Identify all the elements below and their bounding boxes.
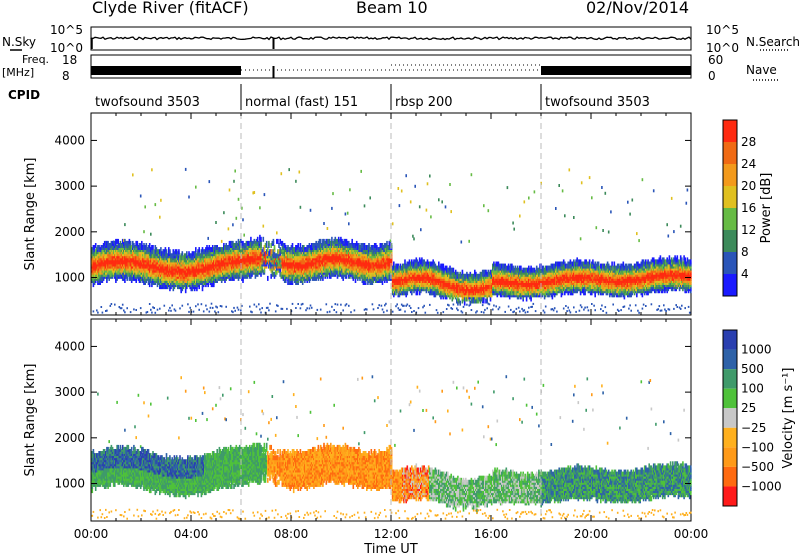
- range-gate-cell: [160, 199, 162, 202]
- range-gate-cell: [201, 303, 203, 305]
- range-gate-cell: [215, 221, 217, 224]
- range-gate-cell: [155, 312, 157, 314]
- range-gate-cell: [126, 307, 128, 309]
- range-gate-cell: [218, 311, 220, 313]
- range-gate-cell: [121, 307, 123, 309]
- freq-band-twofsound-2: [541, 66, 691, 75]
- noise-left-tick-top: 10^5: [50, 23, 83, 37]
- range-gate-cell: [110, 305, 112, 307]
- range-gate-cell: [189, 307, 191, 309]
- range-gate-cell: [171, 304, 173, 306]
- range-gate-cell: [140, 195, 142, 198]
- range-gate-cell: [150, 309, 152, 311]
- range-gate-cell: [101, 306, 103, 308]
- range-gate-cell: [151, 168, 153, 171]
- freq-left-tick-bottom: 8: [62, 69, 70, 83]
- noise-frequency-cpid-strip: N.Sky N.Search10^510^010^510^0Freq.[MHz] N…: [2, 23, 800, 110]
- range-gate-cell: [209, 311, 211, 313]
- freq-left-label-1: Freq.: [22, 53, 49, 66]
- range-gate-cell: [106, 310, 108, 312]
- cpid-segment-label: twofsound 3503: [95, 95, 200, 110]
- range-gate-cell: [159, 216, 161, 219]
- range-gate-cell: [93, 310, 95, 312]
- range-gate-cell: [214, 311, 216, 313]
- power-panel: 1000200030004000Slant Range [km]: [23, 113, 692, 315]
- range-gate-cell: [153, 307, 155, 309]
- range-gate-cell: [102, 312, 104, 314]
- range-gate-cell: [132, 173, 134, 176]
- range-gate-cell: [122, 304, 124, 306]
- range-gate-cell: [169, 307, 171, 309]
- range-gate-cell: [133, 308, 135, 310]
- range-gate-cell: [207, 237, 209, 240]
- range-gate-cell: [188, 311, 190, 313]
- range-gate-cell: [135, 309, 137, 311]
- range-gate-cell: [195, 186, 197, 189]
- range-gate-cell: [114, 304, 116, 306]
- range-gate-cell: [170, 310, 172, 312]
- range-gate-cell: [206, 308, 208, 310]
- freq-left-tick-top: 18: [62, 53, 77, 67]
- freq-band-twofsound-1: [91, 66, 241, 75]
- range-gate-cell: [155, 203, 157, 206]
- range-gate-cell: [96, 309, 98, 311]
- range-gate-cell: [210, 307, 212, 309]
- cpid-segment-label: rbsp 200: [395, 95, 453, 110]
- range-gate-cell: [193, 311, 195, 313]
- cpid-segment-label: normal (fast) 151: [245, 95, 358, 110]
- range-gate-cell: [187, 303, 189, 305]
- range-gate-cell: [111, 303, 113, 305]
- range-gate-cell: [197, 303, 199, 305]
- freq-left-label-2: [MHz]: [2, 66, 34, 79]
- range-gate-cell: [159, 308, 161, 310]
- cpid-label: CPID: [8, 88, 40, 102]
- nave-right-label: Nave: [746, 63, 777, 77]
- range-gate-cell: [203, 310, 205, 312]
- range-gate-cell: [140, 307, 142, 309]
- range-gate-cell: [147, 311, 149, 313]
- range-gate-cell: [130, 311, 132, 313]
- range-gate-cell: [123, 310, 125, 312]
- range-gate-cell: [195, 305, 197, 307]
- range-gate-cell: [151, 312, 153, 314]
- noise-right-label: N.Search: [746, 35, 800, 49]
- cpid-segment-label: twofsound 3503: [545, 95, 650, 110]
- noise-right-tick-top: 10^5: [706, 23, 739, 37]
- range-gate-cell: [178, 249, 180, 254]
- range-gate-cell: [144, 205, 146, 208]
- range-gate-cell: [182, 305, 184, 307]
- range-gate-cell: [209, 180, 211, 183]
- range-gate-cell: [150, 233, 152, 236]
- range-gate-cell: [198, 247, 200, 252]
- range-gate-cell: [212, 307, 214, 309]
- range-gate-cell: [164, 305, 166, 307]
- range-gate-cell: [157, 309, 159, 311]
- range-gate-cell: [149, 303, 151, 305]
- rti-figure: N.Sky N.Search10^510^010^510^0Freq.[MHz] N…: [0, 0, 800, 554]
- range-gate-cell: [179, 307, 181, 309]
- nave-right-tick-top: 60: [708, 53, 723, 67]
- range-gate-cell: [175, 310, 177, 312]
- noise-sky-line: [91, 37, 691, 40]
- range-gate-cell: [216, 306, 218, 308]
- range-gate-cell: [124, 311, 126, 313]
- range-gate-cell: [211, 303, 213, 305]
- range-gate-cell: [124, 223, 126, 226]
- range-gate-cell: [143, 230, 145, 233]
- range-gate-cell: [205, 305, 207, 307]
- range-gate-cell: [168, 310, 170, 312]
- range-gate-cell: [185, 168, 187, 171]
- range-gate-cell: [97, 312, 99, 314]
- range-gate-cell: [198, 309, 200, 311]
- range-gate-cell: [195, 247, 197, 252]
- nave-right-tick-bottom: 0: [708, 69, 716, 83]
- noise-left-label: N.Sky: [2, 35, 36, 49]
- range-gate-cell: [188, 196, 190, 199]
